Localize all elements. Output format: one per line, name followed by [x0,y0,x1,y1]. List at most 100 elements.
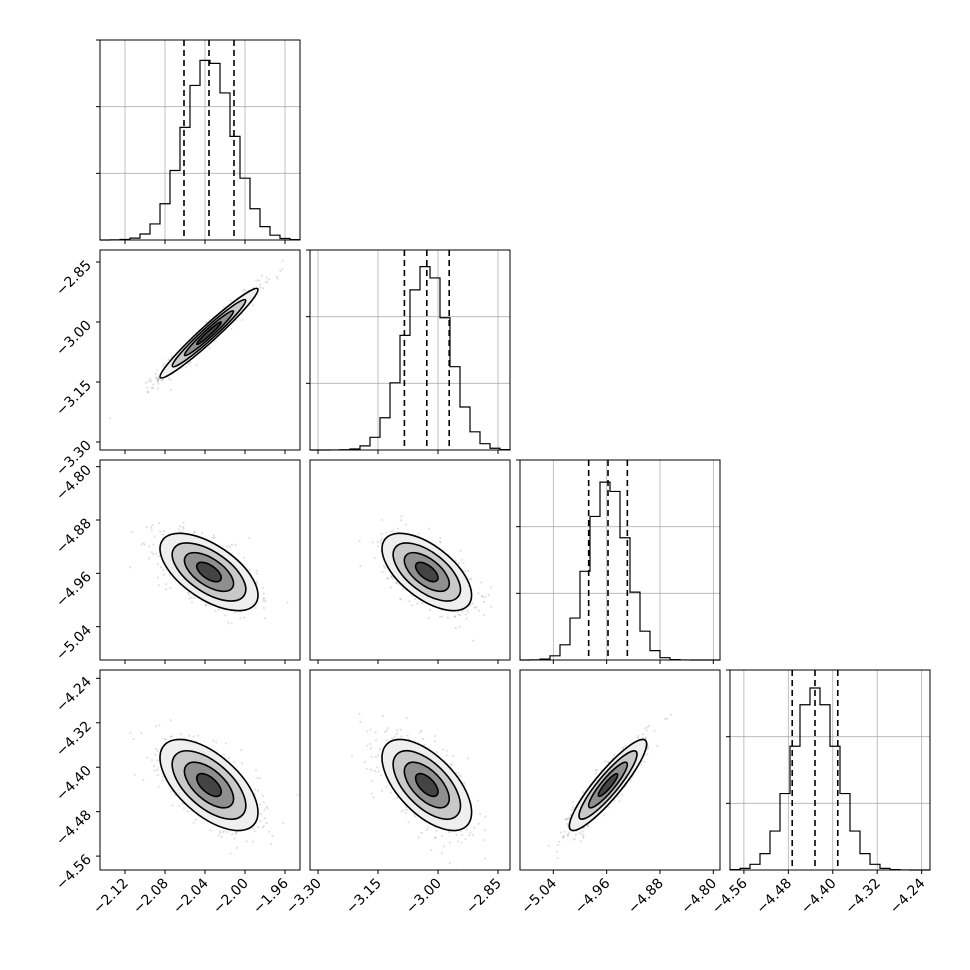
scatter-point [233,837,236,840]
scatter-point [279,269,282,272]
panel-content [129,521,289,625]
scatter-point [170,735,173,738]
scatter-point [265,276,268,279]
scatter-point [430,849,433,852]
scatter-point [371,779,374,782]
scatter-point [376,545,380,548]
scatter-point [233,760,236,763]
scatter-point [157,378,160,381]
scatter-point [156,378,160,381]
scatter-point [390,575,393,578]
axis-frame [519,669,721,871]
scatter-point [457,772,460,775]
scatter-point [629,779,632,782]
contour-line [171,298,247,368]
scatter-point [168,573,171,576]
scatter-point [167,358,170,361]
scatter-point [438,615,442,619]
scatter-point [559,831,562,834]
scatter-point [169,388,173,391]
scatter-point [234,832,237,836]
scatter-point [376,540,379,543]
scatter-point [613,753,616,756]
scatter-point [381,714,385,718]
scatter-point [193,596,196,600]
scatter-point [573,837,577,840]
scatter-point [370,755,373,759]
scatter-panel-4-2 [309,669,511,871]
scatter-point [241,318,244,322]
x-tick-label-p4: −4.24 [887,875,929,917]
scatter-point [182,521,185,524]
scatter-point [404,523,408,526]
scatter-point [169,586,172,589]
scatter-point [180,530,183,533]
scatter-point [370,792,373,795]
scatter-point [227,621,230,624]
scatter-point [484,815,487,818]
scatter-point [150,551,154,554]
scatter-point [363,760,367,764]
scatter-point [261,287,265,290]
scatter-point [468,834,471,837]
scatter-point [260,274,263,277]
scatter-point [157,522,160,525]
scatter-point [258,777,261,780]
scatter-point [567,817,570,820]
scatter-point [147,390,150,393]
scatter-point [197,734,200,737]
scatter-point [204,320,208,324]
scatter-point [243,288,246,291]
scatter-point [460,558,463,562]
scatter-point [262,800,265,804]
scatter-point [459,549,462,553]
scatter-point [381,570,384,573]
scatter-point [434,836,437,839]
scatter-point [162,533,165,536]
scatter-point [133,773,136,776]
scatter-point [439,536,442,540]
scatter-point [571,800,574,804]
scatter-point [143,543,146,546]
histogram-series [309,265,511,451]
scatter-point [456,840,459,843]
scatter-point [230,327,233,331]
scatter-point [562,834,565,837]
scatter-point [420,601,424,605]
scatter-point [142,778,145,782]
scatter-point [266,281,269,284]
scatter-point [396,581,399,584]
scatter-point [381,537,384,540]
scatter-point [446,616,449,619]
scatter-point [613,799,616,802]
scatter-point [177,528,180,531]
scatter-point [358,712,361,715]
scatter-point [641,732,645,736]
scatter-point [566,834,569,837]
x-tick-label-p1: −2.08 [130,876,172,918]
scatter-point [423,743,426,746]
scatter-point [156,379,159,383]
axis-frame [99,669,301,871]
scatter-point [459,830,462,833]
scatter-point [380,533,383,536]
scatter-point [487,594,491,597]
scatter-point [243,616,246,619]
scatter-point [234,543,237,546]
scatter-point [427,616,430,619]
scatter-point [163,530,166,533]
scatter-point [426,826,429,829]
scatter-point [462,561,465,565]
scatter-point [205,603,208,606]
scatter-point [408,600,411,603]
scatter-point [386,577,389,580]
histogram-series [99,59,301,241]
scatter-point [158,724,161,727]
scatter-point [213,536,216,539]
scatter-point [376,766,379,769]
y-tick-label-p2: −3.00 [53,318,95,360]
scatter-point [448,861,451,865]
x-tick-label-p2: −2.85 [463,876,505,918]
scatter-point [413,813,416,816]
scatter-point [373,769,376,773]
